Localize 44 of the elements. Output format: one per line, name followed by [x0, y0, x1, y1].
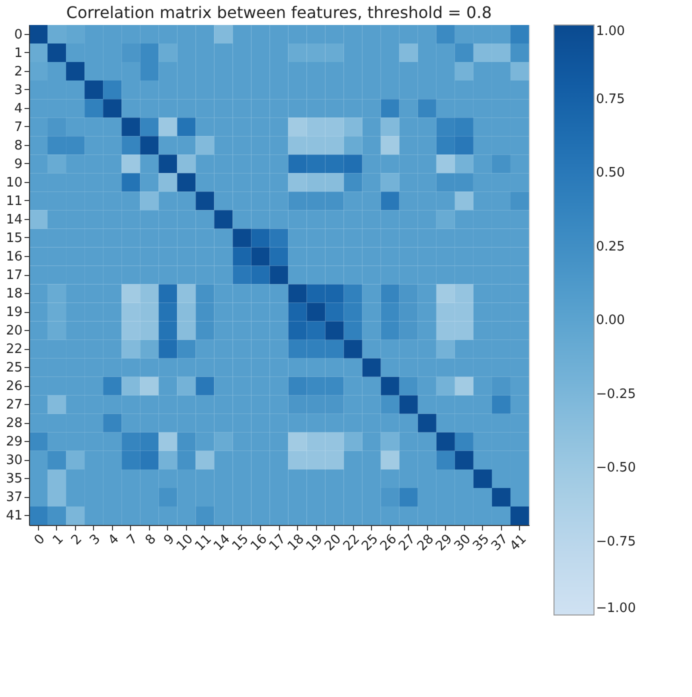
y-tick-label: 25 [6, 360, 22, 376]
y-tick-label: 37 [6, 490, 22, 506]
color-bar-label: −0.50 [596, 460, 636, 476]
y-tick-label: 28 [6, 416, 22, 432]
y-tick-label: 29 [6, 434, 22, 450]
y-tick-label: 7 [14, 120, 22, 135]
color-bar-label: 0.75 [596, 92, 625, 107]
y-tick-label: 18 [6, 286, 22, 302]
x-tick-label: 2 [68, 532, 86, 548]
color-bar-label: −0.25 [596, 386, 636, 402]
y-tick-label: 17 [6, 268, 22, 283]
y-tick-label: 4 [14, 101, 22, 116]
x-tick-label: 8 [142, 532, 160, 548]
y-tick-label: 41 [6, 508, 22, 524]
x-tick-label: 7 [124, 532, 141, 548]
y-tick-label: 9 [14, 156, 22, 172]
x-tick-label: 0 [32, 532, 48, 548]
y-tick-label: 14 [6, 212, 22, 228]
y-tick-label: 35 [6, 472, 22, 487]
y-tick-label: 0 [14, 27, 22, 42]
x-tick-label: 4 [106, 532, 122, 548]
y-tick-label: 3 [14, 82, 22, 98]
y-tick-label: 10 [6, 175, 22, 190]
y-tick-label: 19 [6, 305, 22, 320]
color-bar-label: −1.00 [596, 601, 636, 616]
y-tick-label: 22 [6, 342, 22, 358]
y-tick-label: 8 [14, 138, 22, 154]
color-bar-label: 0.25 [596, 239, 625, 254]
color-bar-label: −0.75 [596, 534, 636, 550]
y-tick-label: 2 [14, 64, 22, 80]
y-tick-label: 1 [14, 46, 22, 61]
x-tick-label: 1 [50, 532, 67, 548]
y-tick-label: 27 [6, 398, 22, 413]
color-bar-label: 0.50 [596, 166, 625, 180]
color-bar-label: 1.00 [596, 24, 625, 39]
y-tick-label: 30 [6, 453, 22, 468]
color-bar-label: 0.00 [596, 313, 625, 328]
y-tick-label: 16 [6, 249, 22, 264]
chart-title: Correlation matrix between features, threshold = 0.8 [66, 3, 492, 22]
y-tick-label: 26 [6, 379, 22, 394]
y-tick-label: 15 [6, 230, 22, 246]
y-tick-label: 11 [6, 194, 22, 209]
x-tick-label: 3 [87, 532, 104, 548]
y-tick-label: 20 [6, 324, 22, 339]
